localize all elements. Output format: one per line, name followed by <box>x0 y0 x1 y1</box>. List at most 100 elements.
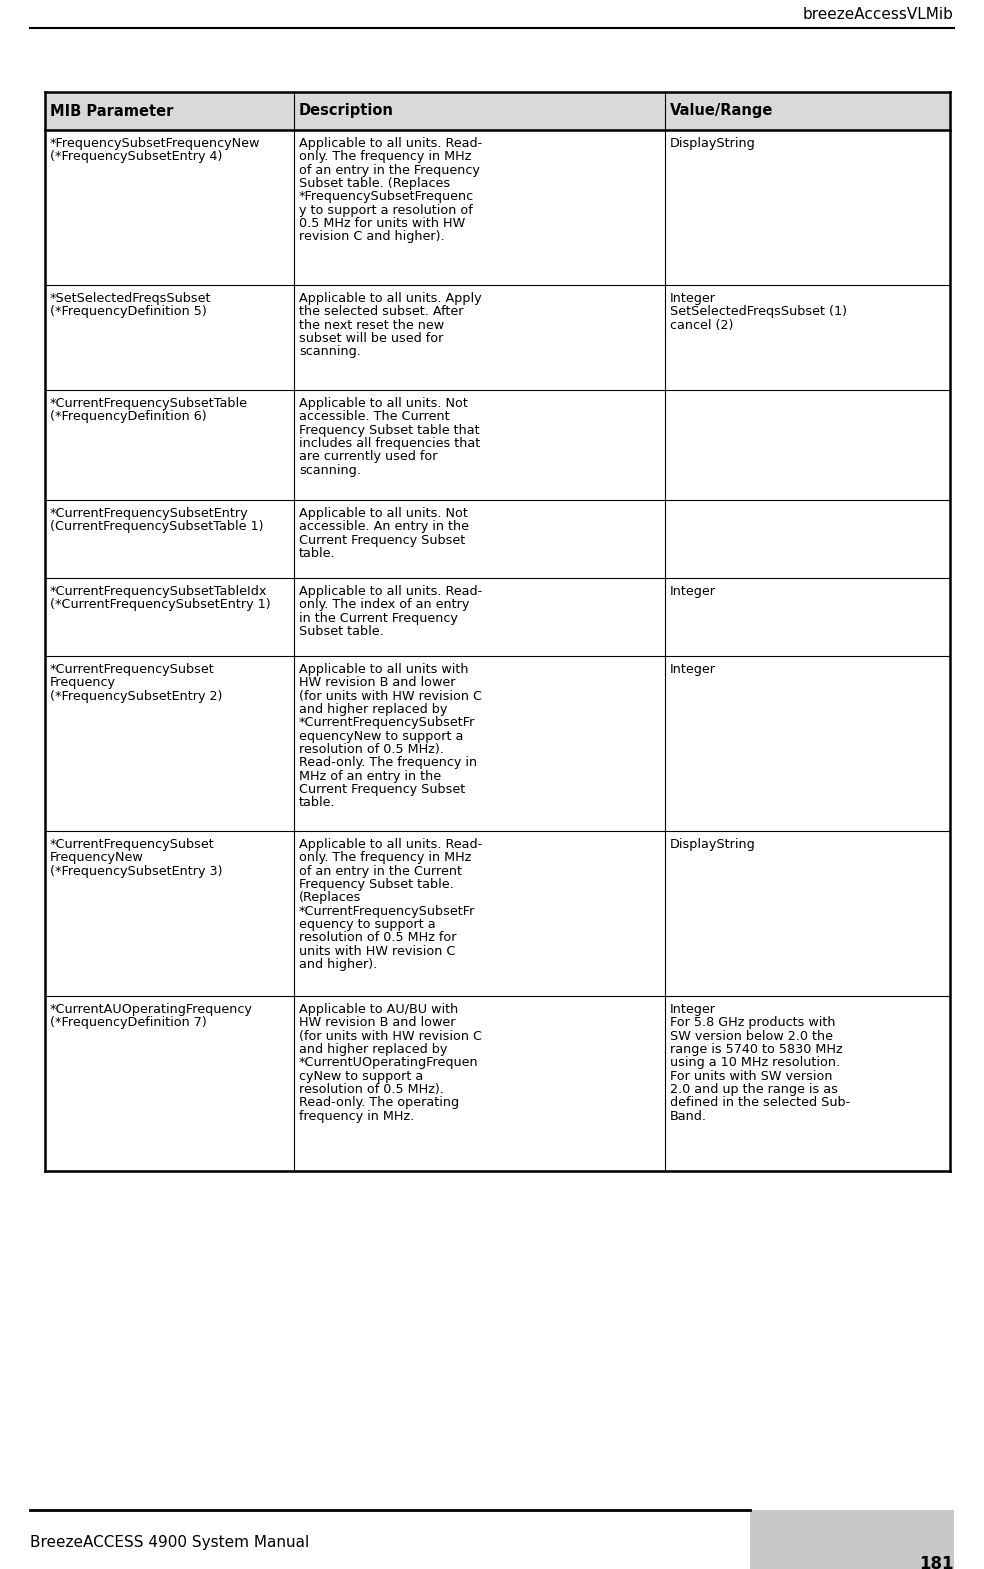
Text: using a 10 MHz resolution.: using a 10 MHz resolution. <box>670 1056 840 1070</box>
Text: and higher replaced by: and higher replaced by <box>299 703 448 715</box>
Text: Applicable to all units. Read-: Applicable to all units. Read- <box>299 838 482 850</box>
Text: in the Current Frequency: in the Current Frequency <box>299 612 458 624</box>
Text: 0.5 MHz for units with HW: 0.5 MHz for units with HW <box>299 217 465 231</box>
Text: *CurrentFrequencySubsetTableIdx: *CurrentFrequencySubsetTableIdx <box>50 585 268 598</box>
Text: are currently used for: are currently used for <box>299 450 437 463</box>
Text: DisplayString: DisplayString <box>670 838 756 850</box>
Text: Subset table.: Subset table. <box>299 624 384 639</box>
Text: (*FrequencyDefinition 6): (*FrequencyDefinition 6) <box>50 411 207 424</box>
Text: (Replaces: (Replaces <box>299 891 361 904</box>
Text: MIB Parameter: MIB Parameter <box>50 104 173 119</box>
Text: equencyNew to support a: equencyNew to support a <box>299 730 463 742</box>
Text: frequency in MHz.: frequency in MHz. <box>299 1109 414 1123</box>
Text: Read-only. The frequency in: Read-only. The frequency in <box>299 756 477 769</box>
Text: *CurrentFrequencySubset: *CurrentFrequencySubset <box>50 664 215 676</box>
Text: resolution of 0.5 MHz for: resolution of 0.5 MHz for <box>299 932 457 945</box>
Text: Frequency: Frequency <box>50 676 116 689</box>
Text: 2.0 and up the range is as: 2.0 and up the range is as <box>670 1083 837 1097</box>
Bar <box>45 656 950 832</box>
Bar <box>45 391 950 501</box>
Text: of an entry in the Current: of an entry in the Current <box>299 865 461 877</box>
Text: *FrequencySubsetFrequencyNew: *FrequencySubsetFrequencyNew <box>50 137 261 151</box>
Text: scanning.: scanning. <box>299 345 361 358</box>
Text: the next reset the new: the next reset the new <box>299 319 444 331</box>
Bar <box>45 577 950 656</box>
Text: BreezeACCESS 4900 System Manual: BreezeACCESS 4900 System Manual <box>30 1534 309 1550</box>
Text: resolution of 0.5 MHz).: resolution of 0.5 MHz). <box>299 744 444 756</box>
Text: Current Frequency Subset: Current Frequency Subset <box>299 533 465 546</box>
Text: Integer: Integer <box>670 585 716 598</box>
Text: *CurrentAUOperatingFrequency: *CurrentAUOperatingFrequency <box>50 1003 253 1017</box>
Text: equency to support a: equency to support a <box>299 918 436 930</box>
Text: SW version below 2.0 the: SW version below 2.0 the <box>670 1029 832 1043</box>
Text: (*FrequencyDefinition 7): (*FrequencyDefinition 7) <box>50 1017 207 1029</box>
Text: (CurrentFrequencySubsetTable 1): (CurrentFrequencySubsetTable 1) <box>50 521 264 533</box>
Text: HW revision B and lower: HW revision B and lower <box>299 676 456 689</box>
Bar <box>45 832 950 996</box>
Text: units with HW revision C: units with HW revision C <box>299 945 456 957</box>
Text: Applicable to all units. Apply: Applicable to all units. Apply <box>299 292 481 304</box>
Text: Applicable to all units. Not: Applicable to all units. Not <box>299 397 467 410</box>
Text: breezeAccessVLMib: breezeAccessVLMib <box>803 6 954 22</box>
Text: Subset table. (Replaces: Subset table. (Replaces <box>299 177 450 190</box>
Text: y to support a resolution of: y to support a resolution of <box>299 204 472 217</box>
Text: *CurrentFrequencySubsetEntry: *CurrentFrequencySubsetEntry <box>50 507 249 519</box>
Text: For units with SW version: For units with SW version <box>670 1070 832 1083</box>
Text: For 5.8 GHz products with: For 5.8 GHz products with <box>670 1017 835 1029</box>
Text: Integer: Integer <box>670 292 716 304</box>
Text: *CurrentFrequencySubset: *CurrentFrequencySubset <box>50 838 215 850</box>
Text: Applicable to AU/BU with: Applicable to AU/BU with <box>299 1003 459 1017</box>
Text: and higher).: and higher). <box>299 959 377 971</box>
Text: (*CurrentFrequencySubsetEntry 1): (*CurrentFrequencySubsetEntry 1) <box>50 598 271 612</box>
Text: Applicable to all units. Read-: Applicable to all units. Read- <box>299 137 482 151</box>
Text: *CurrentFrequencySubsetFr: *CurrentFrequencySubsetFr <box>299 717 475 730</box>
Text: (*FrequencyDefinition 5): (*FrequencyDefinition 5) <box>50 306 207 319</box>
Text: resolution of 0.5 MHz).: resolution of 0.5 MHz). <box>299 1083 444 1097</box>
Text: defined in the selected Sub-: defined in the selected Sub- <box>670 1097 850 1109</box>
Text: DisplayString: DisplayString <box>670 137 756 151</box>
Text: of an entry in the Frequency: of an entry in the Frequency <box>299 163 480 177</box>
Text: *FrequencySubsetFrequenc: *FrequencySubsetFrequenc <box>299 190 474 204</box>
Bar <box>45 286 950 391</box>
Text: (*FrequencySubsetEntry 3): (*FrequencySubsetEntry 3) <box>50 865 222 877</box>
Text: Description: Description <box>299 104 394 119</box>
Text: only. The index of an entry: only. The index of an entry <box>299 598 469 612</box>
Text: Applicable to all units. Read-: Applicable to all units. Read- <box>299 585 482 598</box>
Text: Frequency Subset table.: Frequency Subset table. <box>299 879 454 891</box>
Text: includes all frequencies that: includes all frequencies that <box>299 438 480 450</box>
Text: Read-only. The operating: Read-only. The operating <box>299 1097 459 1109</box>
Text: scanning.: scanning. <box>299 464 361 477</box>
Text: Applicable to all units. Not: Applicable to all units. Not <box>299 507 467 519</box>
Text: *CurrentUOperatingFrequen: *CurrentUOperatingFrequen <box>299 1056 478 1070</box>
Text: FrequencyNew: FrequencyNew <box>50 852 144 865</box>
Text: MHz of an entry in the: MHz of an entry in the <box>299 770 441 783</box>
Text: accessible. An entry in the: accessible. An entry in the <box>299 521 468 533</box>
Text: revision C and higher).: revision C and higher). <box>299 231 445 243</box>
Text: cyNew to support a: cyNew to support a <box>299 1070 423 1083</box>
Text: Current Frequency Subset: Current Frequency Subset <box>299 783 465 795</box>
Text: table.: table. <box>299 797 336 810</box>
Text: (*FrequencySubsetEntry 4): (*FrequencySubsetEntry 4) <box>50 151 222 163</box>
Text: (for units with HW revision C: (for units with HW revision C <box>299 690 482 703</box>
Text: Integer: Integer <box>670 664 716 676</box>
Bar <box>45 501 950 577</box>
Text: subset will be used for: subset will be used for <box>299 333 443 345</box>
Text: Frequency Subset table that: Frequency Subset table that <box>299 424 479 436</box>
Text: cancel (2): cancel (2) <box>670 319 733 331</box>
Text: Band.: Band. <box>670 1109 707 1123</box>
Text: only. The frequency in MHz: only. The frequency in MHz <box>299 151 471 163</box>
Bar <box>45 130 950 286</box>
Text: (*FrequencySubsetEntry 2): (*FrequencySubsetEntry 2) <box>50 690 222 703</box>
Text: Applicable to all units with: Applicable to all units with <box>299 664 468 676</box>
Text: Integer: Integer <box>670 1003 716 1017</box>
Text: the selected subset. After: the selected subset. After <box>299 306 463 319</box>
Text: *SetSelectedFreqsSubset: *SetSelectedFreqsSubset <box>50 292 212 304</box>
Text: accessible. The Current: accessible. The Current <box>299 411 450 424</box>
Text: HW revision B and lower: HW revision B and lower <box>299 1017 456 1029</box>
Text: table.: table. <box>299 548 336 560</box>
Text: 181: 181 <box>919 1555 954 1569</box>
Text: and higher replaced by: and higher replaced by <box>299 1043 448 1056</box>
Text: *CurrentFrequencySubsetFr: *CurrentFrequencySubsetFr <box>299 905 475 918</box>
Bar <box>45 996 950 1170</box>
Text: range is 5740 to 5830 MHz: range is 5740 to 5830 MHz <box>670 1043 842 1056</box>
